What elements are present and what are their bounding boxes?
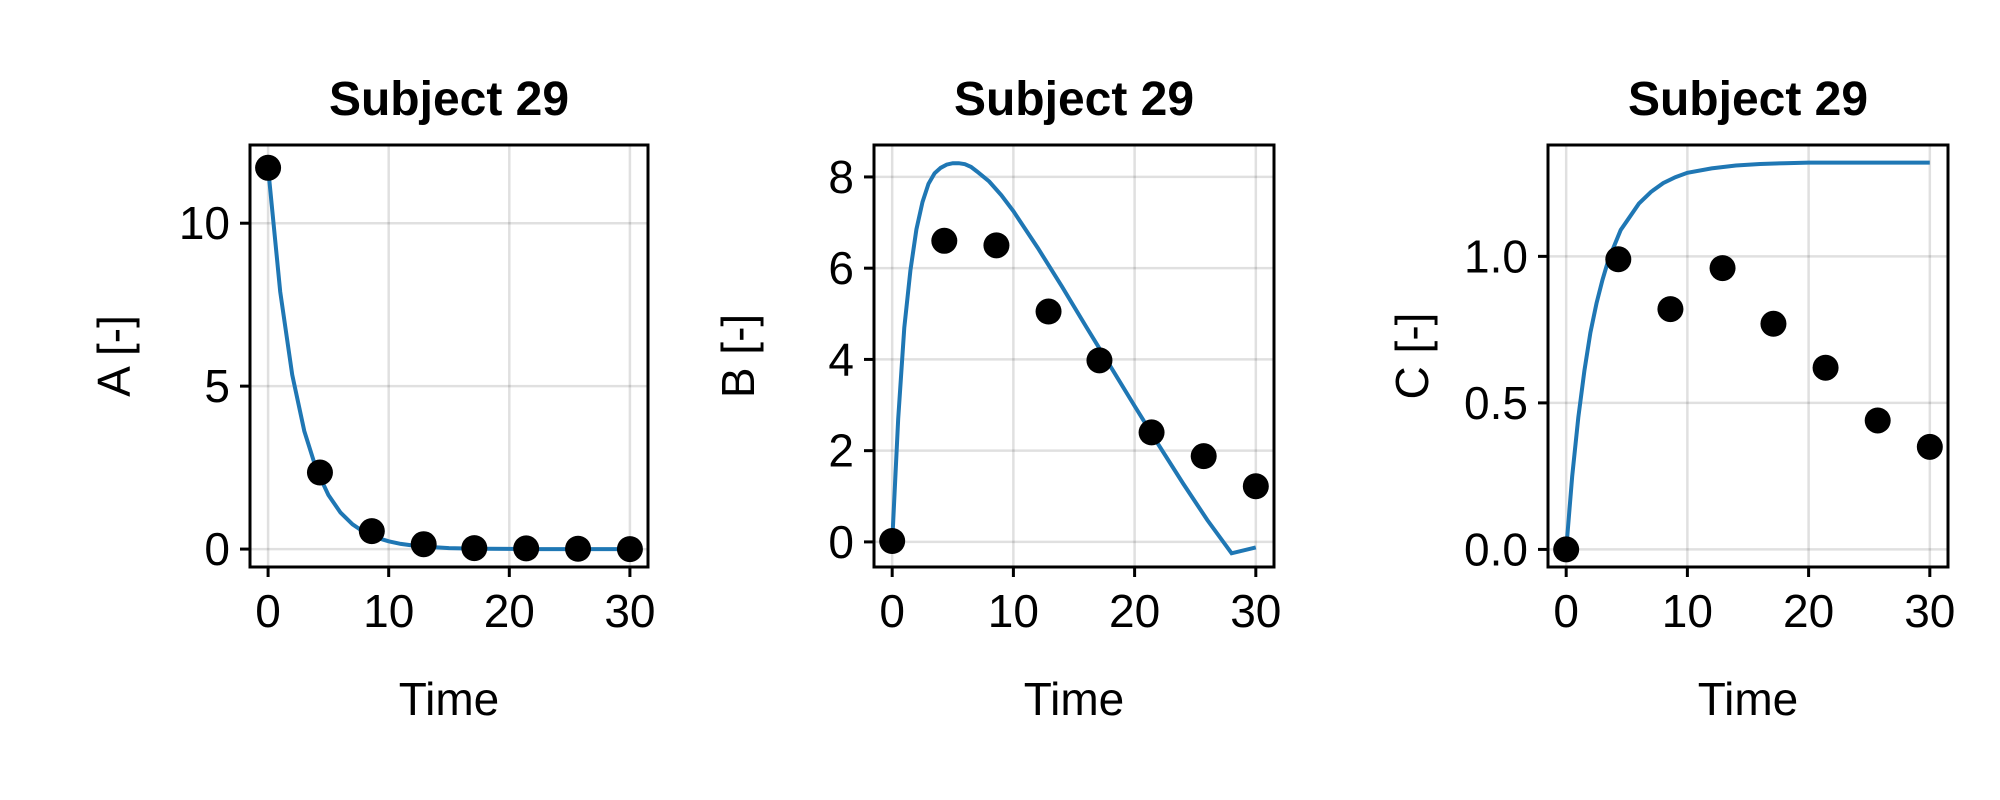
y-tick-label: 4 (828, 333, 854, 385)
chart-title: Subject 29 (329, 73, 569, 126)
observation-point (1190, 443, 1217, 470)
y-tick-label: 0 (828, 516, 854, 568)
y-axis-label: A [-] (88, 315, 140, 397)
observation-point (1864, 407, 1891, 434)
observation-point (1916, 433, 1943, 460)
x-axis-label: Time (1698, 673, 1799, 725)
observation-point (879, 527, 906, 554)
x-tick-label: 10 (1662, 585, 1713, 637)
observation-point (1035, 298, 1062, 325)
x-tick-label: 20 (1783, 585, 1834, 637)
observation-point (931, 227, 958, 254)
plot-frame (872, 143, 1276, 569)
x-tick-label: 0 (879, 585, 905, 637)
x-tick-label: 10 (363, 585, 414, 637)
chart-panel-3: 0 10 20 30 0.0 0.5 1.0 Subject 29 Time C [-] (1386, 73, 1955, 725)
observation-point (1605, 246, 1632, 273)
observation-point (1138, 419, 1165, 446)
observation-point (1812, 354, 1839, 381)
x-tick-label: 0 (1553, 585, 1579, 637)
y-tick-label: 8 (828, 151, 854, 203)
observation-point (1242, 473, 1269, 500)
chart-title: Subject 29 (954, 73, 1194, 126)
x-axis-label: Time (1024, 673, 1125, 725)
observation-point (616, 536, 643, 563)
y-tick-label: 0 (204, 523, 230, 575)
fit-line (1564, 160, 1930, 550)
x-tick-label: 20 (484, 585, 535, 637)
y-axis-label: C [-] (1386, 313, 1438, 400)
y-tick-label: 5 (204, 360, 230, 412)
observation-point (513, 535, 540, 562)
observation-point (1086, 347, 1113, 374)
fit-line (266, 167, 630, 552)
observation-point (358, 518, 385, 545)
x-axis-label: Time (399, 673, 500, 725)
y-tick-label: 2 (828, 425, 854, 477)
x-tick-label: 30 (1230, 585, 1281, 637)
y-tick-label: 0.5 (1464, 377, 1528, 429)
x-tick-label: 20 (1109, 585, 1160, 637)
observation-point (255, 154, 282, 181)
observation-point (1553, 536, 1580, 563)
chart-title: Subject 29 (1628, 73, 1868, 126)
x-tick-label: 0 (255, 585, 281, 637)
chart-panel-2: 0 10 20 30 0 2 4 6 8 Subject 29 Time B [-] (712, 73, 1281, 725)
observation-point (1760, 310, 1787, 337)
observation-point (565, 535, 592, 562)
y-tick-label: 0.0 (1464, 523, 1528, 575)
observation-point (983, 232, 1010, 259)
y-tick-label: 6 (828, 242, 854, 294)
x-tick-label: 30 (604, 585, 655, 637)
y-tick-label: 1.0 (1464, 230, 1528, 282)
y-axis-label: B [-] (712, 314, 764, 398)
x-tick-label: 10 (988, 585, 1039, 637)
observation-point (306, 459, 333, 486)
observation-point (410, 531, 437, 558)
plot-frame (248, 143, 650, 569)
observation-point (1657, 296, 1684, 323)
plot-frame (1546, 143, 1950, 569)
observation-point (1709, 255, 1736, 282)
x-tick-label: 30 (1904, 585, 1955, 637)
chart-panel-1: 0 10 20 30 0 5 10 Subject 29 Time A [-] (88, 73, 655, 725)
y-tick-label: 10 (179, 197, 230, 249)
observation-point (461, 535, 488, 562)
